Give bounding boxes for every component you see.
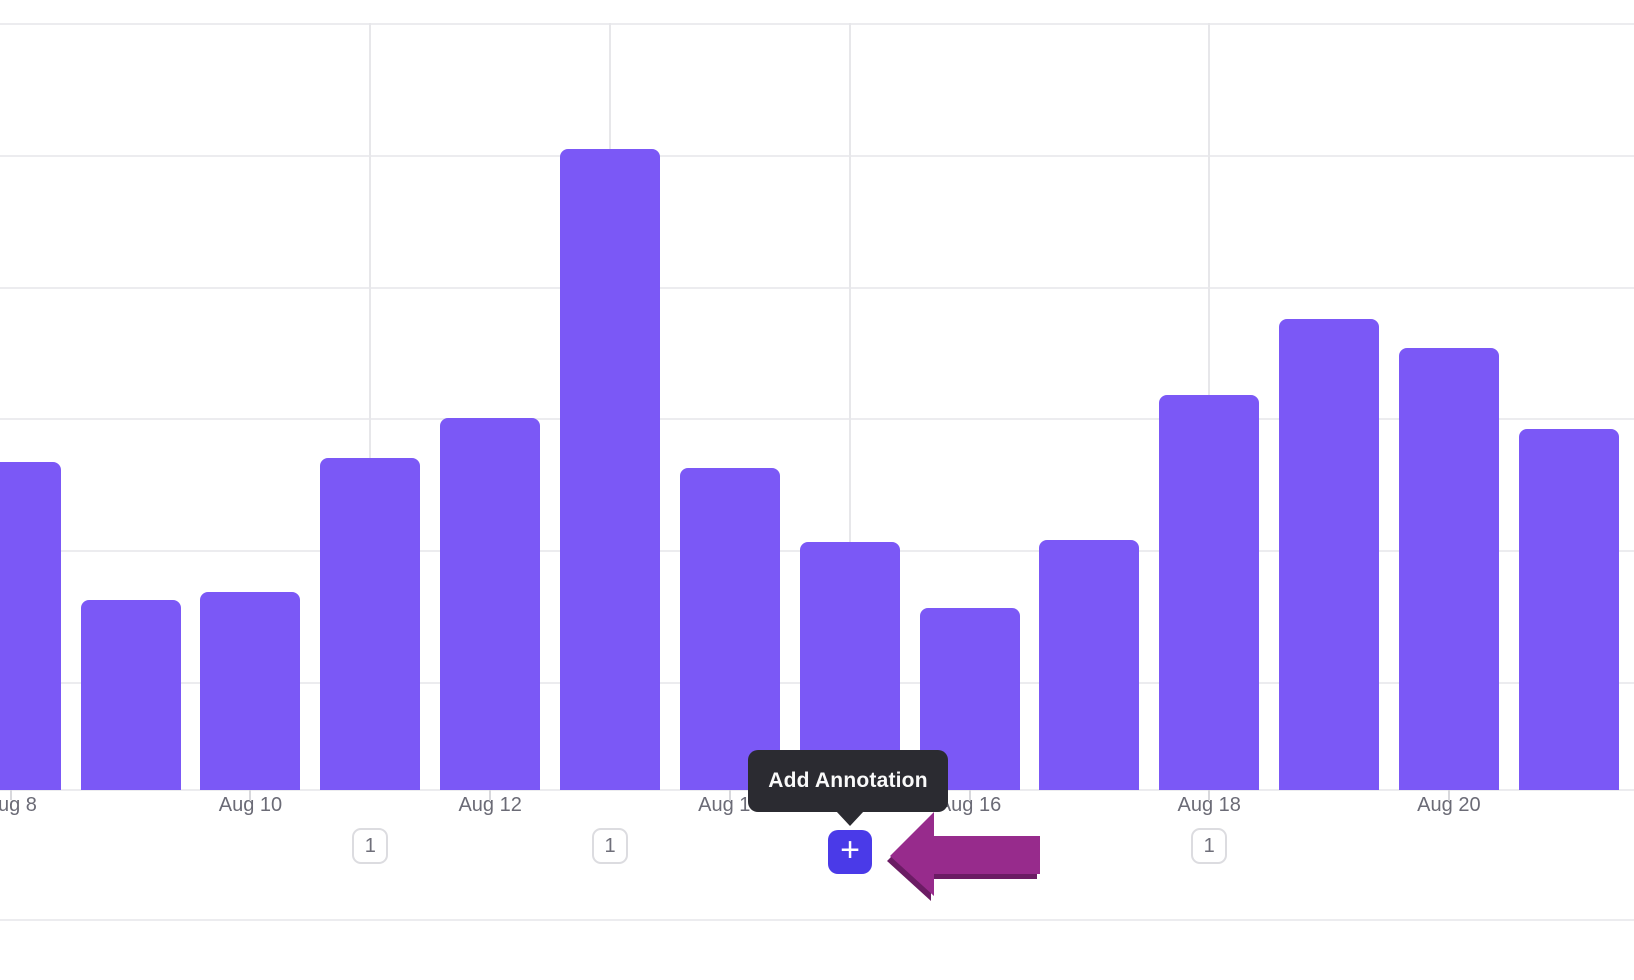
bar-aug-18[interactable]	[1159, 394, 1260, 790]
x-axis-label: Aug 12	[458, 794, 522, 816]
x-axis-tick	[249, 790, 252, 800]
bar-aug-9[interactable]	[80, 600, 181, 790]
x-axis-label: Aug 16	[937, 794, 1002, 816]
bar-aug-10[interactable]	[200, 592, 301, 790]
annotation-marker-line	[848, 23, 851, 790]
tooltip-label: Add Annotation	[768, 769, 928, 792]
plus-icon: +	[840, 831, 860, 869]
annotation-badge[interactable]: 1	[592, 828, 628, 864]
bar-aug-21[interactable]	[1518, 428, 1619, 790]
x-axis-label: Aug 20	[1417, 794, 1481, 816]
bar-aug-13[interactable]	[560, 149, 660, 790]
bar-aug-11[interactable]	[320, 457, 421, 790]
horizontal-gridline	[0, 23, 1634, 25]
annotation-badge[interactable]: 1	[352, 828, 389, 864]
bar-aug-19[interactable]	[1279, 319, 1380, 790]
pointer-arrow-graphic	[890, 812, 1040, 896]
x-axis-tick	[728, 790, 731, 800]
x-axis-tick	[489, 790, 492, 800]
bar-aug-17[interactable]	[1039, 539, 1140, 790]
tooltip-caret	[836, 811, 864, 826]
x-axis-tick	[968, 790, 971, 800]
bar-aug-20[interactable]	[1398, 348, 1499, 790]
x-axis-label: Aug 14	[698, 794, 762, 816]
add-annotation-tooltip: Add Annotation	[748, 750, 948, 826]
bar-aug-8[interactable]	[0, 461, 61, 790]
divider-line	[0, 919, 1634, 921]
bar-aug-15[interactable]	[799, 542, 900, 790]
annotation-badge[interactable]: 1	[1191, 828, 1228, 864]
horizontal-gridline	[0, 154, 1634, 157]
x-axis-tick	[1447, 790, 1450, 800]
horizontal-gridline	[0, 418, 1634, 421]
x-axis-label: Aug 18	[1177, 794, 1241, 816]
bar-aug-12[interactable]	[440, 418, 541, 790]
x-axis-tick	[1208, 790, 1211, 800]
bar-aug-14[interactable]	[679, 468, 780, 790]
x-axis-label: Aug 8	[0, 794, 37, 816]
annotation-marker-line	[369, 23, 372, 790]
add-annotation-button[interactable]: +	[828, 830, 872, 874]
x-axis-tick	[9, 790, 12, 800]
x-axis-label: Aug 10	[218, 794, 283, 816]
horizontal-gridline	[0, 286, 1634, 289]
